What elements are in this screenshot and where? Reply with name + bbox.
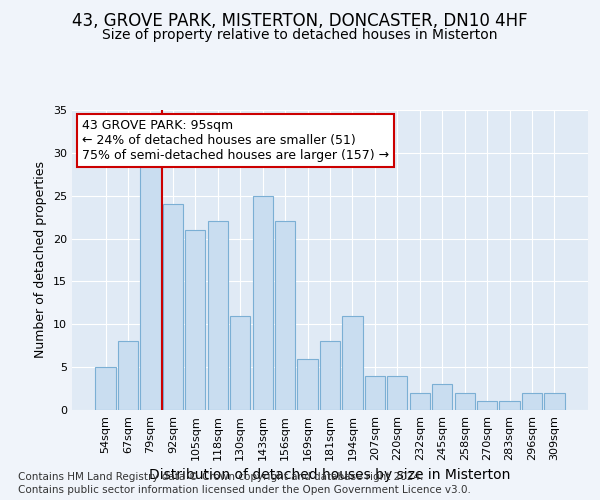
- Y-axis label: Number of detached properties: Number of detached properties: [34, 162, 47, 358]
- Bar: [477, 402, 497, 410]
- Bar: [387, 376, 407, 410]
- Bar: [185, 230, 205, 410]
- Text: Contains public sector information licensed under the Open Government Licence v3: Contains public sector information licen…: [18, 485, 471, 495]
- Bar: [365, 376, 385, 410]
- Bar: [298, 358, 317, 410]
- Bar: [522, 393, 542, 410]
- Bar: [95, 367, 116, 410]
- Bar: [140, 162, 161, 410]
- Bar: [253, 196, 273, 410]
- Bar: [343, 316, 362, 410]
- Text: Size of property relative to detached houses in Misterton: Size of property relative to detached ho…: [102, 28, 498, 42]
- Bar: [432, 384, 452, 410]
- Text: 43 GROVE PARK: 95sqm
← 24% of detached houses are smaller (51)
75% of semi-detac: 43 GROVE PARK: 95sqm ← 24% of detached h…: [82, 119, 389, 162]
- Bar: [118, 342, 138, 410]
- Text: Contains HM Land Registry data © Crown copyright and database right 2024.: Contains HM Land Registry data © Crown c…: [18, 472, 424, 482]
- Text: 43, GROVE PARK, MISTERTON, DONCASTER, DN10 4HF: 43, GROVE PARK, MISTERTON, DONCASTER, DN…: [72, 12, 528, 30]
- Bar: [163, 204, 183, 410]
- Bar: [455, 393, 475, 410]
- Bar: [544, 393, 565, 410]
- Bar: [208, 222, 228, 410]
- Bar: [499, 402, 520, 410]
- Bar: [230, 316, 250, 410]
- Bar: [320, 342, 340, 410]
- Bar: [410, 393, 430, 410]
- X-axis label: Distribution of detached houses by size in Misterton: Distribution of detached houses by size …: [149, 468, 511, 482]
- Bar: [275, 222, 295, 410]
